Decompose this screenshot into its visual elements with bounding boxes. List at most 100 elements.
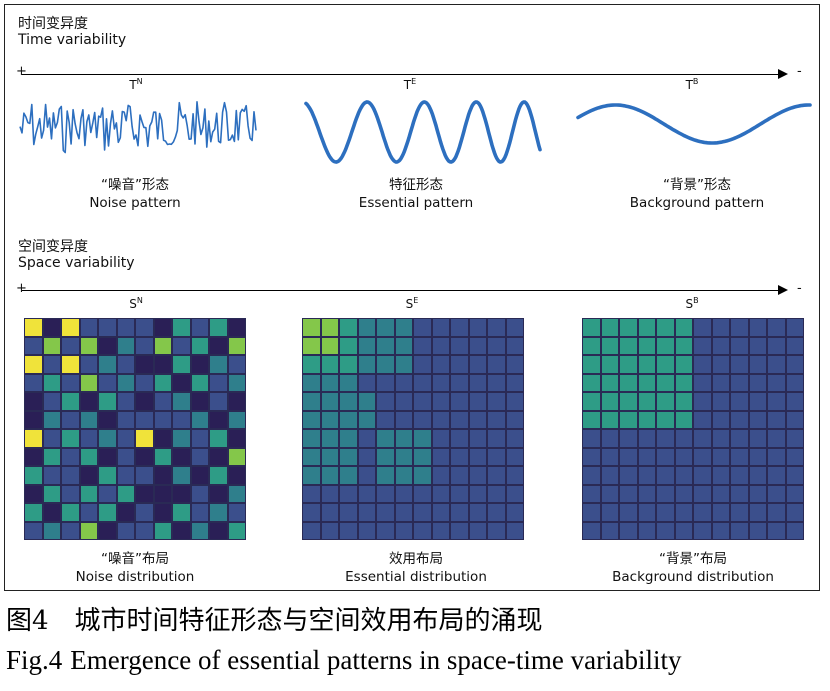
- time-waves: [19, 100, 812, 164]
- noise-distribution-cell: [190, 392, 209, 411]
- noise-distribution-cell: [209, 503, 228, 522]
- background-distribution-cell: [600, 447, 619, 466]
- caption-noise-distribution: “噪音”布局 Noise distribution: [76, 550, 195, 586]
- essential-distribution-cell: [505, 484, 524, 503]
- caption-essential-pattern-zh: 特征形态: [388, 177, 443, 193]
- essential-distribution-cell: [450, 429, 469, 448]
- background-distribution-cell: [656, 392, 675, 411]
- essential-distribution-cell: [376, 355, 395, 374]
- essential-distribution-cell: [320, 429, 339, 448]
- caption-noise-pattern: “噪音”形态 Noise pattern: [89, 176, 180, 212]
- essential-distribution-cell: [487, 318, 506, 337]
- noise-distribution-cell: [79, 336, 98, 355]
- noise-distribution-cell: [190, 410, 209, 429]
- background-distribution-cell: [656, 521, 675, 540]
- time-title-en: Time variability: [18, 32, 127, 48]
- essential-distribution-cell: [357, 410, 376, 429]
- background-distribution-cell: [785, 484, 804, 503]
- essential-distribution-cell: [302, 429, 321, 448]
- noise-distribution-cell: [172, 503, 191, 522]
- essential-distribution-grid: [302, 318, 524, 540]
- essential-distribution-cell: [468, 373, 487, 392]
- noise-distribution-cell: [79, 318, 98, 337]
- background-wave: [576, 103, 812, 145]
- essential-distribution-cell: [376, 318, 395, 337]
- background-distribution-cell: [674, 447, 693, 466]
- background-distribution-cell: [785, 355, 804, 374]
- background-distribution-cell: [730, 336, 749, 355]
- noise-distribution-cell: [24, 447, 43, 466]
- background-distribution-cell: [748, 392, 767, 411]
- essential-distribution-cell: [357, 392, 376, 411]
- noise-distribution-cell: [42, 521, 61, 540]
- noise-distribution-cell: [42, 466, 61, 485]
- noise-distribution-cell: [79, 410, 98, 429]
- background-distribution-cell: [656, 484, 675, 503]
- essential-distribution-cell: [468, 429, 487, 448]
- background-distribution-cell: [767, 318, 786, 337]
- noise-distribution-cell: [116, 466, 135, 485]
- noise-distribution-cell: [98, 336, 117, 355]
- noise-distribution-cell: [209, 484, 228, 503]
- background-distribution-cell: [730, 410, 749, 429]
- background-distribution-cell: [767, 355, 786, 374]
- noise-distribution-cell: [209, 373, 228, 392]
- background-distribution-cell: [674, 521, 693, 540]
- essential-distribution-cell: [450, 336, 469, 355]
- caption-essential-distribution: 效用布局 Essential distribution: [345, 550, 487, 586]
- noise-distribution-cell: [227, 392, 246, 411]
- noise-distribution-cell: [209, 392, 228, 411]
- noise-distribution-cell: [172, 410, 191, 429]
- background-distribution-cell: [767, 503, 786, 522]
- noise-distribution-cell: [227, 336, 246, 355]
- essential-distribution-cell: [302, 503, 321, 522]
- background-distribution-cell: [730, 466, 749, 485]
- noise-distribution-cell: [227, 410, 246, 429]
- background-distribution-cell: [582, 336, 601, 355]
- essential-distribution-cell: [413, 410, 432, 429]
- background-distribution-cell: [711, 410, 730, 429]
- background-distribution-cell: [656, 336, 675, 355]
- noise-distribution-cell: [153, 447, 172, 466]
- essential-distribution-cell: [487, 503, 506, 522]
- noise-distribution-cell: [190, 429, 209, 448]
- essential-distribution-cell: [413, 355, 432, 374]
- essential-distribution-cell: [339, 484, 358, 503]
- space-title-en: Space variability: [18, 255, 135, 271]
- noise-distribution-cell: [209, 429, 228, 448]
- noise-distribution-cell: [227, 503, 246, 522]
- time-axis: [22, 74, 780, 75]
- background-distribution-cell: [748, 447, 767, 466]
- essential-distribution-cell: [320, 447, 339, 466]
- essential-distribution-cell: [376, 410, 395, 429]
- noise-distribution-cell: [227, 521, 246, 540]
- noise-distribution-cell: [190, 318, 209, 337]
- background-distribution-cell: [730, 318, 749, 337]
- background-distribution-cell: [637, 336, 656, 355]
- essential-distribution-cell: [357, 466, 376, 485]
- noise-distribution-cell: [116, 392, 135, 411]
- essential-distribution-cell: [450, 466, 469, 485]
- background-distribution-cell: [656, 355, 675, 374]
- caption-background-distribution-en: Background distribution: [612, 569, 774, 585]
- figure-title-zh: 城市时间特征形态与空间效用布局的涌现: [74, 606, 543, 636]
- essential-distribution-cell: [376, 447, 395, 466]
- essential-distribution-cell: [376, 503, 395, 522]
- time-plus-sign: +: [16, 64, 27, 79]
- noise-distribution-cell: [79, 466, 98, 485]
- essential-distribution-cell: [487, 466, 506, 485]
- noise-distribution-cell: [135, 373, 154, 392]
- noise-distribution-cell: [153, 318, 172, 337]
- essential-distribution-cell: [357, 355, 376, 374]
- noise-distribution-cell: [79, 355, 98, 374]
- noise-distribution-cell: [227, 447, 246, 466]
- essential-distribution-cell: [431, 503, 450, 522]
- noise-distribution-cell: [135, 410, 154, 429]
- essential-distribution-cell: [320, 410, 339, 429]
- background-distribution-cell: [582, 392, 601, 411]
- essential-distribution-cell: [505, 392, 524, 411]
- background-distribution-cell: [785, 503, 804, 522]
- essential-distribution-cell: [394, 466, 413, 485]
- background-distribution-cell: [619, 318, 638, 337]
- background-distribution-cell: [582, 484, 601, 503]
